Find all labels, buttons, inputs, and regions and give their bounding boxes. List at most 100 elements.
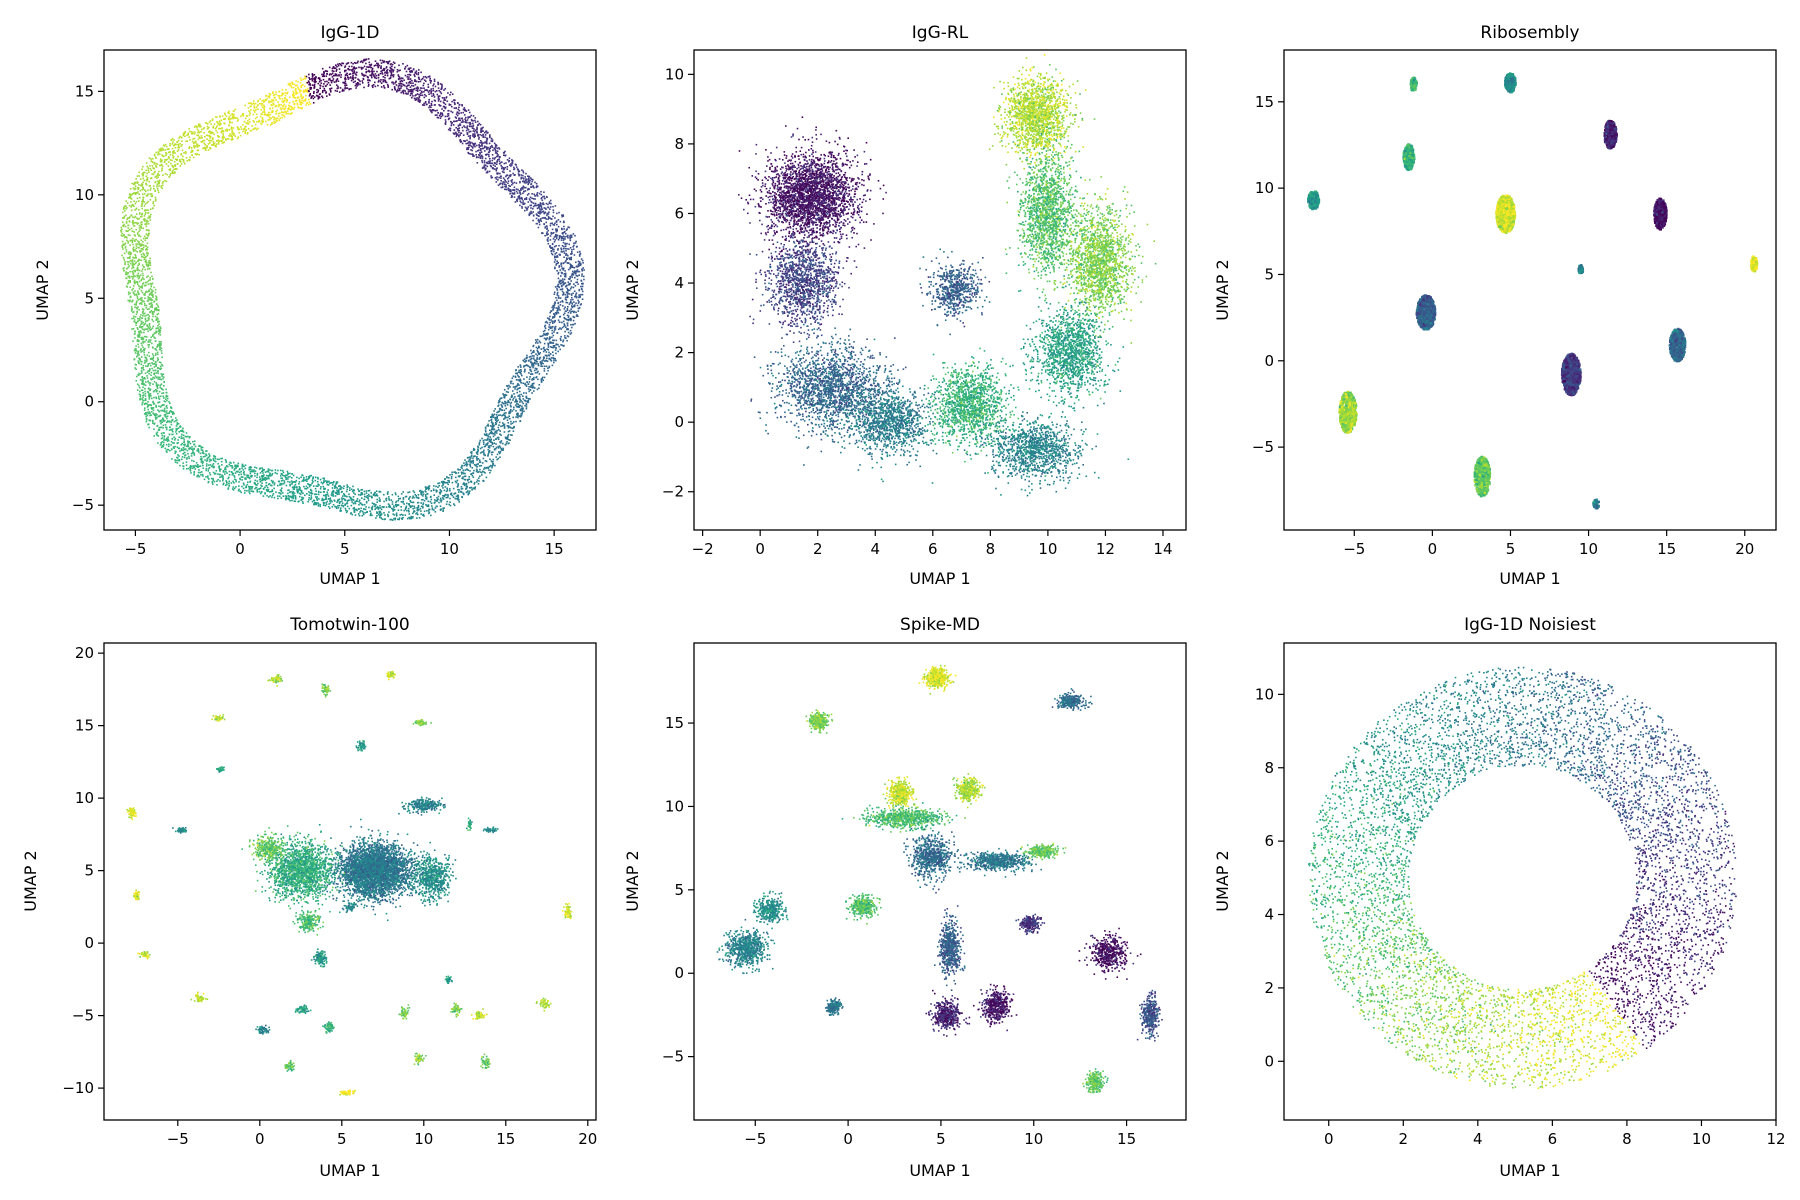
scatter-point — [503, 178, 506, 181]
scatter-point — [163, 400, 166, 402]
scatter-point — [266, 97, 268, 100]
scatter-point — [480, 151, 483, 153]
scatter-point — [447, 112, 450, 115]
scatter-point — [537, 353, 540, 355]
scatter-point — [347, 67, 349, 70]
scatter-point — [527, 175, 529, 177]
scatter-point — [198, 131, 201, 134]
scatter-point — [172, 157, 174, 159]
scatter-point — [543, 368, 546, 370]
scatter-point — [170, 172, 172, 175]
scatter-point — [123, 207, 125, 209]
scatter-point — [455, 107, 457, 109]
scatter-point — [158, 395, 160, 398]
scatter-point — [477, 156, 480, 159]
scatter-point — [244, 132, 247, 134]
scatter-point — [438, 95, 441, 97]
scatter-point — [502, 449, 504, 451]
scatter-point — [361, 497, 363, 499]
scatter-point — [151, 335, 154, 337]
scatter-point — [168, 445, 170, 447]
scatter-point — [485, 130, 488, 132]
scatter-point — [174, 439, 176, 441]
scatter-point — [145, 221, 148, 223]
scatter-point — [442, 497, 444, 499]
scatter-point — [565, 326, 567, 328]
scatter-point — [124, 247, 127, 249]
scatter-point — [520, 197, 522, 200]
scatter-point — [547, 348, 550, 351]
scatter-point — [317, 96, 320, 99]
scatter-point — [152, 320, 155, 323]
scatter-point — [231, 131, 233, 133]
scatter-point — [202, 475, 204, 477]
scatter-point — [294, 481, 297, 483]
scatter-point — [262, 120, 264, 122]
scatter-point — [561, 285, 563, 288]
scatter-point — [573, 254, 576, 256]
scatter-point — [367, 85, 370, 87]
scatter-point — [264, 113, 266, 115]
scatter-point — [140, 244, 143, 247]
scatter-point — [386, 69, 388, 72]
scatter-point — [232, 138, 234, 141]
scatter-point — [461, 104, 463, 107]
scatter-point — [142, 313, 145, 315]
scatter-point — [160, 409, 162, 412]
scatter-point — [285, 497, 287, 500]
scatter-point — [162, 180, 165, 183]
scatter-point — [201, 471, 203, 473]
scatter-point — [207, 127, 209, 130]
scatter-point — [538, 212, 540, 214]
scatter-point — [476, 481, 478, 483]
scatter-point — [310, 497, 313, 499]
scatter-point — [163, 155, 165, 157]
scatter-point — [551, 247, 554, 249]
scatter-point — [132, 222, 135, 224]
scatter-point — [287, 476, 289, 478]
scatter-point — [145, 291, 147, 293]
scatter-point — [507, 442, 510, 445]
scatter-point — [159, 406, 162, 408]
scatter-point — [177, 439, 179, 441]
scatter-point — [354, 514, 357, 516]
scatter-point — [231, 117, 234, 119]
scatter-point — [153, 377, 156, 379]
scatter-point — [429, 496, 432, 498]
scatter-point — [461, 119, 464, 121]
scatter-point — [462, 477, 464, 480]
scatter-point — [219, 127, 222, 130]
scatter-point — [500, 186, 503, 189]
scatter-point — [498, 410, 501, 413]
scatter-point — [288, 102, 291, 104]
scatter-point — [569, 277, 571, 280]
scatter-point — [155, 151, 158, 154]
scatter-point — [132, 285, 135, 287]
scatter-point — [503, 409, 506, 412]
scatter-point — [153, 372, 156, 375]
scatter-point — [140, 348, 142, 350]
scatter-point — [563, 283, 565, 285]
scatter-point — [168, 400, 170, 403]
scatter-point — [299, 91, 301, 93]
scatter-point — [191, 140, 194, 143]
scatter-point — [131, 308, 133, 311]
scatter-point — [558, 280, 560, 283]
scatter-point — [152, 296, 154, 298]
scatter-point — [164, 447, 167, 450]
scatter-point — [447, 479, 449, 482]
scatter-point — [161, 184, 164, 187]
scatter-point — [271, 474, 273, 476]
scatter-point — [552, 238, 555, 240]
scatter-point — [472, 133, 474, 135]
scatter-point — [519, 396, 521, 398]
scatter-point — [230, 462, 232, 464]
scatter-point — [238, 474, 240, 476]
scatter-point — [145, 211, 147, 214]
scatter-point — [206, 450, 208, 452]
scatter-point — [342, 495, 344, 497]
scatter-point — [157, 343, 159, 346]
scatter-point — [122, 257, 125, 259]
scatter-point — [221, 474, 223, 476]
scatter-point — [158, 398, 161, 400]
